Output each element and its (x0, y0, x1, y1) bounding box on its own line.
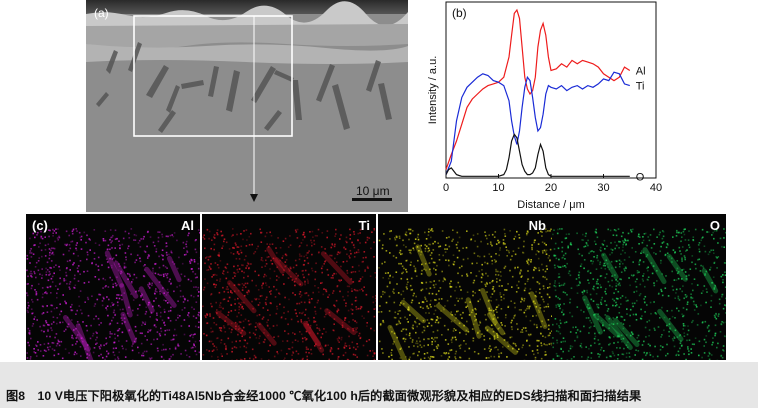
x-tick-label: 20 (545, 182, 557, 194)
x-tick-label: 30 (597, 182, 609, 194)
series-label-ti: Ti (636, 81, 645, 93)
x-axis-label: Distance / μm (517, 199, 584, 211)
series-line-o (445, 133, 630, 177)
x-tick-label: 0 (443, 182, 449, 194)
series-line-ti (445, 71, 630, 175)
map-label-nb: Nb (528, 218, 546, 233)
ti-map-texture (202, 214, 376, 360)
figure-caption: 图8 10 V电压下阳极氧化的Ti48Al5Nb合金经1000 ℃氧化100 h… (6, 389, 642, 403)
figure-caption-bar: 图8 10 V电压下阳极氧化的Ti48Al5Nb合金经1000 ℃氧化100 h… (0, 362, 758, 408)
eds-map-o: O (552, 214, 726, 360)
map-label-o: O (709, 218, 720, 233)
al-map-texture (26, 214, 200, 360)
series-label-o: O (636, 171, 645, 183)
o-map-texture (552, 214, 726, 360)
panel-a-label: (a) (94, 6, 109, 20)
y-axis-label: Intensity / a.u. (427, 56, 439, 124)
series-label-al: Al (636, 65, 646, 77)
map-label-ti: Ti (358, 218, 370, 233)
eds-line-scan-chart: 0 10 20 30 40 Al Ti O Intensity / a.u. Distanc… (412, 0, 758, 212)
sem-micrograph (86, 0, 408, 212)
panel-c-label: (c) (32, 218, 48, 233)
x-tick-label: 40 (650, 182, 662, 194)
oxide-precipitates (96, 42, 392, 133)
scale-bar-label: 10 μm (356, 184, 390, 198)
series-line-al (445, 8, 631, 170)
eds-map-nb: Nb (378, 214, 552, 360)
eds-map-al: (c) Al (26, 214, 200, 360)
map-label-al: Al (181, 218, 194, 233)
x-tick-label: 10 (492, 182, 504, 194)
eds-map-ti: Ti (202, 214, 376, 360)
sem-cross-section-image: (a) 10 μm (86, 0, 408, 212)
plot-frame (445, 1, 657, 179)
panel-b-label: (b) (452, 6, 467, 20)
nb-map-texture (378, 214, 552, 360)
line-scan-plot: 0 10 20 30 40 Al Ti O Intensity / a.u. Distanc… (427, 1, 662, 211)
